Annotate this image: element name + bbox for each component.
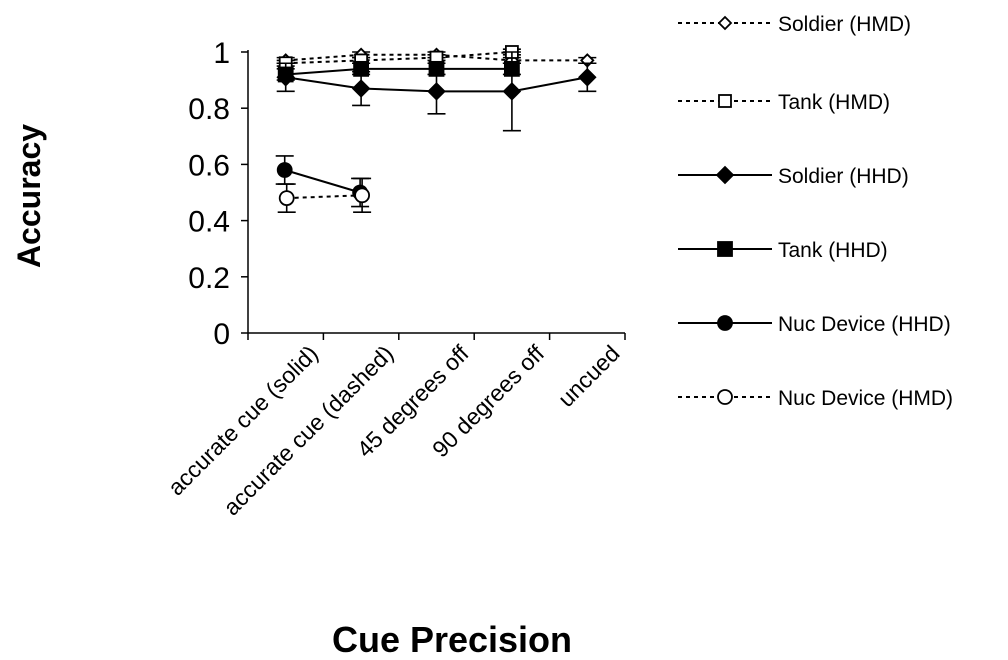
y-tick-label: 0.4 xyxy=(188,206,230,239)
legend-marker xyxy=(717,389,733,405)
legend-label: Nuc Device (HHD) xyxy=(778,313,951,336)
series-tank-hhd xyxy=(276,60,521,83)
legend-item-tank-hmd: Tank (HMD) xyxy=(678,91,890,114)
legend-item-nuc-device-hhd: Nuc Device (HHD) xyxy=(678,313,951,336)
legend-marker xyxy=(717,15,733,31)
data-point xyxy=(578,68,597,87)
legend-marker xyxy=(715,165,735,185)
data-point xyxy=(353,60,370,77)
y-tick-label: 0 xyxy=(213,318,230,351)
x-tick-label: uncued xyxy=(553,340,625,412)
x-axis-title: Cue Precision xyxy=(332,619,572,660)
series-line xyxy=(285,53,588,62)
y-tick-label: 0.8 xyxy=(188,93,230,126)
series-line xyxy=(284,169,361,194)
y-axis-title: Accuracy xyxy=(11,124,47,268)
data-point xyxy=(503,60,520,77)
data-point xyxy=(351,79,371,98)
legend-marker xyxy=(717,315,733,331)
series-line xyxy=(285,67,512,76)
y-tick-label: 0.6 xyxy=(188,149,230,182)
y-tick-label: 1 xyxy=(213,37,230,70)
data-point xyxy=(278,190,295,207)
legend-marker xyxy=(718,94,732,108)
legend-marker xyxy=(717,241,733,257)
legend-item-soldier-hmd: Soldier (HMD) xyxy=(678,13,911,36)
legend-item-tank-hhd: Tank (HHD) xyxy=(678,239,888,262)
y-tick-label: 0.2 xyxy=(188,262,230,295)
data-point xyxy=(277,66,294,83)
legend-label: Soldier (HMD) xyxy=(778,13,911,36)
data-point xyxy=(427,82,446,101)
legend-item-nuc-device-hmd: Nuc Device (HMD) xyxy=(678,387,953,410)
series-line xyxy=(285,51,512,65)
series-nuc-device-hmd xyxy=(277,177,372,213)
series-line xyxy=(286,194,363,200)
data-point xyxy=(502,82,522,101)
data-point xyxy=(428,60,445,77)
legend-item-soldier-hhd: Soldier (HHD) xyxy=(678,165,909,188)
legend-label: Soldier (HHD) xyxy=(778,165,909,188)
data-point xyxy=(354,187,371,204)
legend-label: Tank (HMD) xyxy=(778,91,890,114)
legend-label: Tank (HHD) xyxy=(778,239,888,262)
legend-label: Nuc Device (HMD) xyxy=(778,387,953,410)
data-point xyxy=(276,162,293,178)
